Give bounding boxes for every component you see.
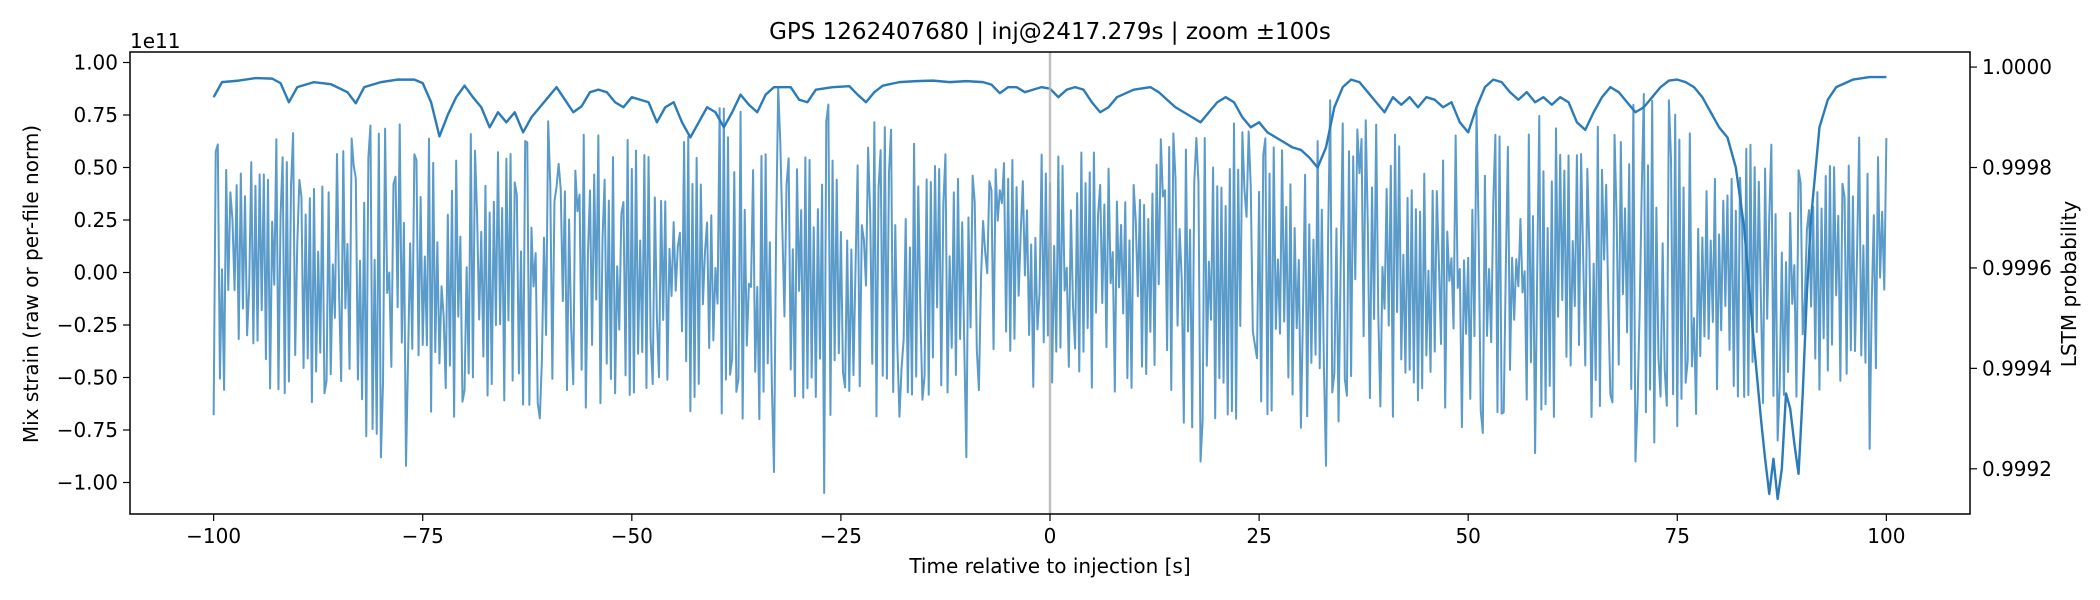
- x-tick-label: 75: [1665, 524, 1690, 548]
- x-tick-label: −100: [186, 524, 241, 548]
- y-left-tick-label: 0.25: [73, 208, 118, 232]
- x-tick-label: 0: [1044, 524, 1057, 548]
- y-left-tick-label: 0.50: [73, 156, 118, 180]
- y-left-tick-label: 0.75: [73, 103, 118, 127]
- y-axis-left: 1.00 0.75 0.50 0.25 0.00 −0.25 −0.50 −0.75 −1.00: [57, 51, 130, 495]
- x-axis-title: Time relative to injection [s]: [908, 554, 1190, 578]
- x-tick-label: 25: [1246, 524, 1271, 548]
- y-axis-right: 1.0000 0.9998 0.9996 0.9994 0.9992: [1970, 55, 2052, 481]
- chart-title: GPS 1262407680 | inj@2417.279s | zoom ±1…: [769, 19, 1331, 45]
- x-axis: −100 −75 −50 −25 0 25 50 75 100: [186, 514, 1905, 548]
- y-left-tick-label: 1.00: [73, 51, 118, 75]
- y-left-tick-label: −1.00: [57, 471, 118, 495]
- y-axis-left-title: Mix strain (raw or per-file norm): [19, 125, 43, 443]
- x-tick-label: 50: [1455, 524, 1480, 548]
- y-right-tick-label: 1.0000: [1982, 55, 2052, 79]
- x-tick-label: −25: [820, 524, 862, 548]
- y-right-tick-label: 0.9998: [1982, 156, 2052, 180]
- y-left-tick-label: −0.50: [57, 366, 118, 390]
- x-tick-label: −75: [402, 524, 444, 548]
- probability-series-layer: [212, 75, 1887, 501]
- left-axis-offset-text: 1e11: [130, 29, 180, 53]
- y-right-tick-label: 0.9992: [1982, 457, 2052, 481]
- x-tick-label: 100: [1867, 524, 1905, 548]
- y-right-tick-label: 0.9996: [1982, 256, 2052, 280]
- y-left-tick-label: −0.25: [57, 313, 118, 337]
- probability-series-line: [212, 75, 1887, 501]
- y-axis-right-title: LSTM probability: [2057, 201, 2081, 368]
- y-right-tick-label: 0.9994: [1982, 356, 2052, 380]
- y-left-tick-label: −0.75: [57, 418, 118, 442]
- y-left-tick-label: 0.00: [73, 261, 118, 285]
- x-tick-label: −50: [611, 524, 653, 548]
- plot-area: [212, 52, 1888, 514]
